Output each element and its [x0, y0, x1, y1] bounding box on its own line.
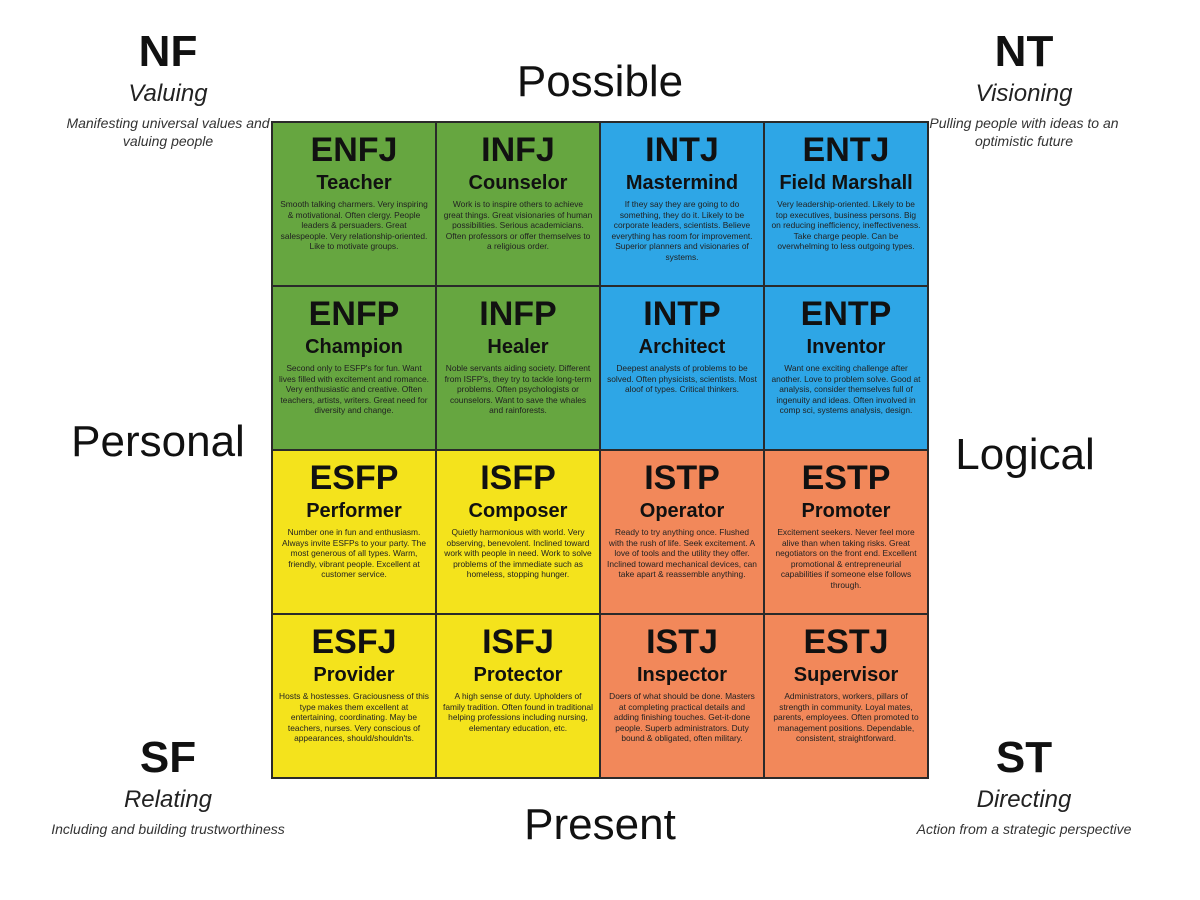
- corner-code: NT: [994, 27, 1054, 76]
- type-role: Field Marshall: [779, 172, 913, 194]
- type-description: Smooth talking charmers. Very inspiring …: [280, 199, 428, 252]
- type-code: ESFP: [309, 459, 399, 497]
- type-code: ESTP: [801, 459, 891, 497]
- type-role: Operator: [639, 500, 725, 522]
- type-description: Want one exciting challenge after anothe…: [771, 363, 921, 416]
- axis-label-left: Personal: [71, 417, 245, 466]
- type-description: Excitement seekers. Never feel more aliv…: [775, 527, 917, 590]
- type-role: Promoter: [801, 500, 891, 522]
- type-description: Very leadership-oriented. Likely to be t…: [771, 199, 921, 252]
- type-description: Ready to try anything once. Flushed with…: [607, 527, 757, 580]
- type-cell: ESTP Promoter Excitement seekers. Never fe…: [765, 451, 927, 613]
- type-cell: ENTJ Field Marshall Very leadership-orient…: [765, 123, 927, 285]
- type-cell: ENFJ Teacher Smooth talking charmers. Very…: [273, 123, 435, 285]
- corner-description: Pulling people with ideas to an optimist…: [929, 115, 1119, 149]
- type-cell: ENFP Champion Second only to ESFP's for fu…: [273, 287, 435, 449]
- type-description: Deepest analysts of problems to be solve…: [607, 363, 757, 395]
- corner: NF Valuing Manifesting universal values …: [18, 28, 318, 150]
- type-cell: INFJ Counselor Work is to inspire others t…: [437, 123, 599, 285]
- type-code: ISTJ: [646, 623, 718, 661]
- type-description: If they say they are going to do somethi…: [611, 199, 753, 262]
- type-cell: INFP Healer Noble servants aiding society.…: [437, 287, 599, 449]
- type-code: ISTP: [644, 459, 720, 497]
- type-code: INTJ: [645, 131, 719, 169]
- type-code: ENTJ: [802, 131, 890, 169]
- type-role: Mastermind: [625, 172, 739, 194]
- type-role: Inspector: [636, 664, 728, 686]
- corner-description: Action from a strategic perspective: [916, 821, 1132, 837]
- corner-subtitle: Valuing: [128, 80, 208, 107]
- type-code: ISFP: [480, 459, 556, 497]
- corner-description: Including and building trustworthiness: [51, 821, 285, 837]
- type-description: Administrators, workers, pillars of stre…: [773, 691, 919, 744]
- type-description: Noble servants aiding society. Different…: [444, 363, 592, 416]
- type-cell: INTP Architect Deepest analysts of problem…: [601, 287, 763, 449]
- corner-subtitle: Visioning: [975, 80, 1073, 107]
- type-code: ISFJ: [482, 623, 554, 661]
- type-description: Quietly harmonious with world. Very obse…: [444, 527, 592, 580]
- type-code: ENTP: [800, 295, 892, 333]
- type-code: INTP: [643, 295, 721, 333]
- type-code: ESFJ: [311, 623, 397, 661]
- type-code: INFJ: [481, 131, 555, 169]
- type-description: Number one in fun and enthusiasm. Always…: [282, 527, 426, 580]
- type-role: Composer: [468, 500, 568, 522]
- type-role: Supervisor: [793, 664, 899, 686]
- type-description: Work is to inspire others to achieve gre…: [443, 199, 593, 252]
- type-description: A high sense of duty. Upholders of famil…: [443, 691, 593, 733]
- type-role: Architect: [638, 336, 726, 358]
- type-description: Hosts & hostesses. Graciousness of this …: [279, 691, 429, 744]
- corner-subtitle: Directing: [976, 786, 1072, 813]
- type-cell: ENTP Inventor Want one exciting challenge …: [765, 287, 927, 449]
- type-cell: ISFJ Protector A high sense of duty. Uphol…: [437, 615, 599, 777]
- type-cell: ESFP Performer Number one in fun and enthu…: [273, 451, 435, 613]
- axis-label-bottom: Present: [524, 800, 676, 849]
- type-role: Counselor: [468, 172, 568, 194]
- corner-code: ST: [995, 733, 1053, 782]
- type-cell: ESFJ Provider Hosts & hostesses. Graciousn…: [273, 615, 435, 777]
- type-code: ENFP: [308, 295, 400, 333]
- corner: ST Directing Action from a strategic per…: [874, 734, 1174, 838]
- type-cell: ISFP Composer Quietly harmonious with worl…: [437, 451, 599, 613]
- type-description: Doers of what should be done. Masters at…: [609, 691, 755, 744]
- type-code: ENFJ: [310, 131, 398, 169]
- corner-subtitle: Relating: [123, 786, 213, 813]
- corner-code: NF: [138, 27, 198, 76]
- type-cell: ISTJ Inspector Doers of what should be don…: [601, 615, 763, 777]
- type-role: Champion: [305, 336, 403, 358]
- axis-label-top: Possible: [516, 57, 684, 106]
- type-role: Inventor: [806, 336, 886, 358]
- corner: NT Visioning Pulling people with ideas t…: [874, 28, 1174, 150]
- type-cell: INTJ Mastermind If they say they are going…: [601, 123, 763, 285]
- type-description: Second only to ESFP's for fun. Want live…: [279, 363, 429, 416]
- corner-description: Manifesting universal values and valuing…: [66, 115, 270, 149]
- type-role: Teacher: [316, 172, 392, 194]
- type-role: Healer: [487, 336, 549, 358]
- type-cell: ESTJ Supervisor Administrators, workers, p…: [765, 615, 927, 777]
- corner-code: SF: [139, 733, 197, 782]
- type-role: Performer: [306, 500, 402, 522]
- axis-label-right: Logical: [955, 430, 1095, 479]
- type-code: INFP: [479, 295, 557, 333]
- type-grid: ENFJ Teacher Smooth talking charmers. Very…: [271, 121, 929, 779]
- type-cell: ISTP Operator Ready to try anything once. …: [601, 451, 763, 613]
- type-role: Protector: [473, 664, 563, 686]
- corner: SF Relating Including and building trust…: [18, 734, 318, 838]
- type-role: Provider: [313, 664, 395, 686]
- type-code: ESTJ: [803, 623, 889, 661]
